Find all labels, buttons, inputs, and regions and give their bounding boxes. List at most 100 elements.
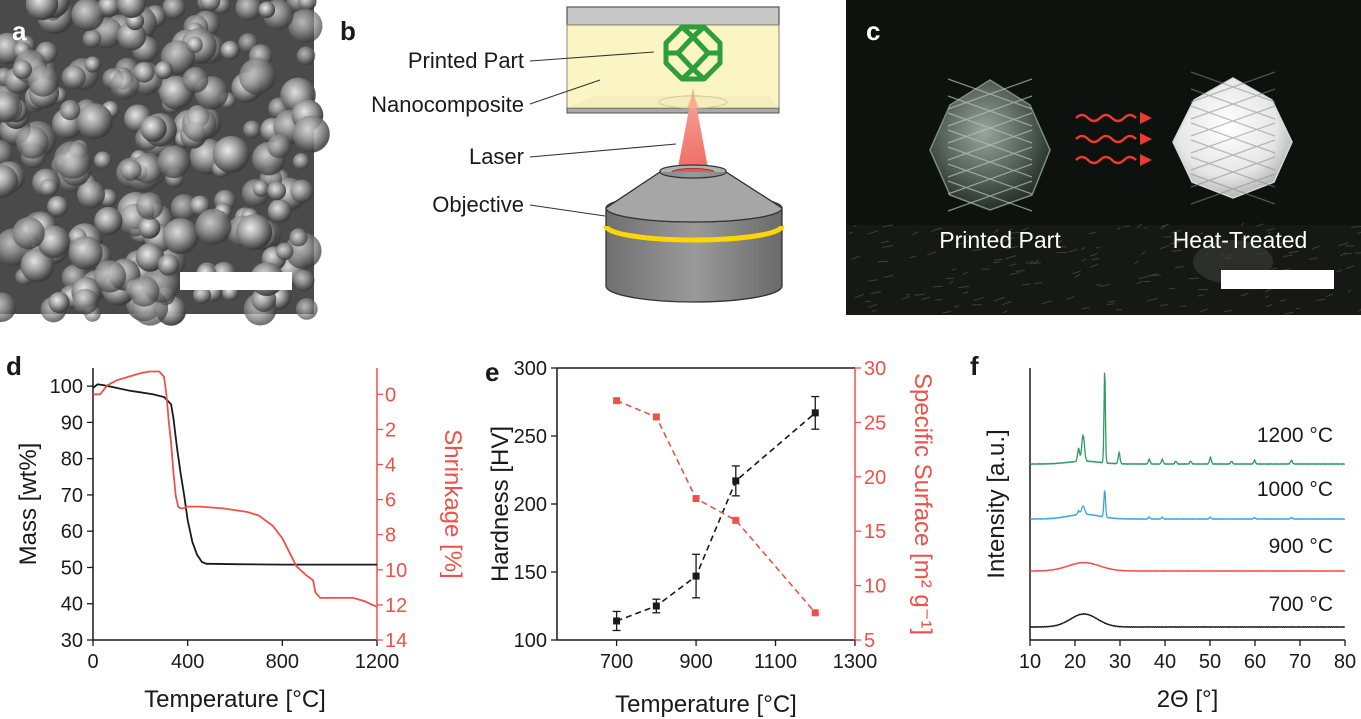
texture-line	[1215, 237, 1222, 242]
xrd-pattern	[1029, 372, 1345, 466]
texture-line	[1056, 246, 1067, 248]
x-axis-title: Temperature [°C]	[144, 686, 326, 713]
texture-line	[1241, 236, 1252, 240]
texture-line	[1240, 292, 1249, 297]
texture-line	[1025, 260, 1034, 264]
y-tick-label-right: 30	[864, 358, 886, 380]
y-axis-title: Intensity [a.u.]	[983, 429, 1010, 578]
y-tick-label-left: 90	[61, 412, 83, 434]
texture-line	[1116, 227, 1121, 231]
nanoparticle	[162, 0, 186, 20]
texture-line	[1029, 262, 1041, 264]
panel-a: a	[0, 0, 330, 326]
texture-line	[1022, 283, 1031, 286]
nanoparticle	[27, 65, 59, 97]
y-tick-label-right: 4	[385, 455, 396, 477]
texture-line	[994, 296, 1005, 302]
series-line-specific-surface	[616, 399, 816, 614]
texture-line	[1008, 231, 1020, 234]
texture-line	[972, 248, 982, 252]
texture-line	[1356, 231, 1361, 235]
y-tick-label-right: 5	[864, 630, 875, 652]
x-tick-label: 80	[1334, 651, 1356, 673]
texture-line	[851, 255, 861, 260]
texture-line	[882, 224, 893, 228]
x-tick-label: 1100	[754, 651, 797, 673]
heat-treated-lattice-photo	[1172, 71, 1293, 205]
x-axis-title: 2Θ [°]	[1157, 686, 1219, 713]
panel-b: b Printed Part Nanoco	[340, 6, 785, 303]
texture-line	[1099, 283, 1111, 288]
texture-line	[1003, 309, 1008, 314]
texture-line	[1345, 245, 1355, 247]
nanoparticle	[239, 58, 276, 95]
texture-line	[1161, 223, 1169, 228]
panel-f: f 10 20 30 40 50 60 70 80 700 °C 900 °C 1000 °C 120…	[970, 351, 1356, 713]
nanoparticle	[94, 206, 123, 236]
texture-line	[1170, 240, 1182, 245]
texture-line	[1010, 272, 1020, 275]
texture-line	[1326, 293, 1334, 298]
nanoparticle	[25, 0, 59, 21]
texture-line	[1069, 248, 1078, 253]
y-axis-title-right: Shrinkage [%]	[439, 429, 466, 578]
texture-line	[1311, 245, 1321, 250]
texture-line	[1081, 306, 1090, 310]
texture-line	[1058, 239, 1063, 244]
chart-d: 0 400 800 1200 30 40 50 60 70 80 90 100 0 2 4 6 8 10 12 14 T…	[15, 368, 466, 713]
lattice-strut	[1190, 156, 1276, 188]
data-point	[692, 572, 700, 580]
nanoparticle	[298, 0, 317, 11]
texture-line	[1265, 304, 1273, 308]
y-tick-label-right: 8	[385, 525, 396, 547]
x-tick-label: 50	[1199, 651, 1221, 673]
x-tick-label: 800	[266, 651, 299, 673]
texture-line	[1194, 238, 1203, 243]
nanoparticle	[98, 0, 121, 17]
nanoparticle	[0, 91, 20, 123]
texture-line	[1347, 289, 1352, 293]
nanoparticle	[93, 260, 127, 293]
texture-line	[1264, 295, 1269, 299]
nanoparticle	[61, 65, 86, 90]
nanoparticle	[84, 56, 101, 73]
texture-line	[1240, 222, 1245, 227]
x-tick-label: 700	[600, 651, 633, 673]
leader-objective	[529, 204, 606, 217]
texture-line	[1015, 270, 1025, 272]
nanoparticle	[120, 159, 142, 181]
data-point	[732, 477, 740, 485]
xrd-pattern	[1029, 490, 1346, 521]
data-point	[613, 617, 621, 625]
chart-e: 700 900 1100 1300 100 150 200 250 300 5 10 15 20 25 30…	[487, 358, 936, 718]
nanoparticle	[0, 292, 16, 322]
texture-line	[1147, 273, 1158, 277]
laser-focus	[687, 93, 699, 108]
label-laser: Laser	[469, 144, 524, 169]
x-tick-label: 40	[1154, 651, 1176, 673]
texture-line	[1005, 255, 1017, 260]
printed-part-icon	[663, 24, 723, 82]
texture-line	[1091, 257, 1099, 261]
leader-printed-part	[529, 51, 655, 62]
nanoparticle	[94, 151, 112, 170]
texture-line	[1107, 300, 1116, 303]
texture-line	[1265, 227, 1276, 232]
lattice-strut	[947, 129, 1033, 161]
chart-f: 10 20 30 40 50 60 70 80 700 °C 900 °C 1000 °C 1200 …	[983, 368, 1356, 713]
texture-line	[1336, 269, 1343, 273]
texture-line	[1136, 223, 1142, 229]
nanoparticle	[157, 254, 180, 276]
texture-line	[1095, 284, 1102, 286]
texture-line	[1080, 246, 1086, 251]
lattice-strut	[1190, 122, 1276, 154]
y-axis-title-left: Mass [wt%]	[15, 443, 42, 566]
nanoparticle	[16, 126, 49, 159]
texture-line	[1140, 251, 1146, 256]
nanoparticle	[258, 1, 276, 19]
lattice-strut	[947, 163, 1033, 195]
panel-label-b: b	[340, 16, 356, 46]
y-tick-label-right: 15	[864, 521, 886, 543]
texture-line	[849, 231, 853, 234]
